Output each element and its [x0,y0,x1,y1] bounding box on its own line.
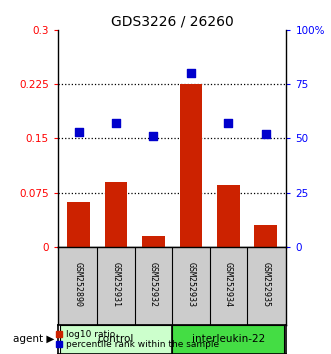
Bar [67,202,90,247]
Bar [255,225,277,247]
Bar [105,182,127,247]
Title: GDS3226 / 26260: GDS3226 / 26260 [111,15,233,29]
Point [188,70,194,76]
Bar [180,84,202,247]
Text: agent ▶: agent ▶ [13,334,55,344]
Text: control: control [98,334,134,344]
Bar [217,185,240,247]
Point [76,129,81,135]
Point [151,133,156,139]
Text: interleukin-22: interleukin-22 [192,334,265,344]
Text: GSM252934: GSM252934 [224,262,233,307]
Text: GSM252935: GSM252935 [261,262,270,307]
Text: GSM252933: GSM252933 [186,262,195,307]
Bar [142,236,165,247]
Text: GSM252932: GSM252932 [149,262,158,307]
Bar [60,325,172,354]
Point [113,120,118,126]
Bar [172,325,284,354]
Legend: log10 ratio, percentile rank within the sample: log10 ratio, percentile rank within the … [56,330,219,349]
Point [226,120,231,126]
Text: GSM252931: GSM252931 [112,262,120,307]
Point [263,131,268,137]
Text: GSM252890: GSM252890 [74,262,83,307]
